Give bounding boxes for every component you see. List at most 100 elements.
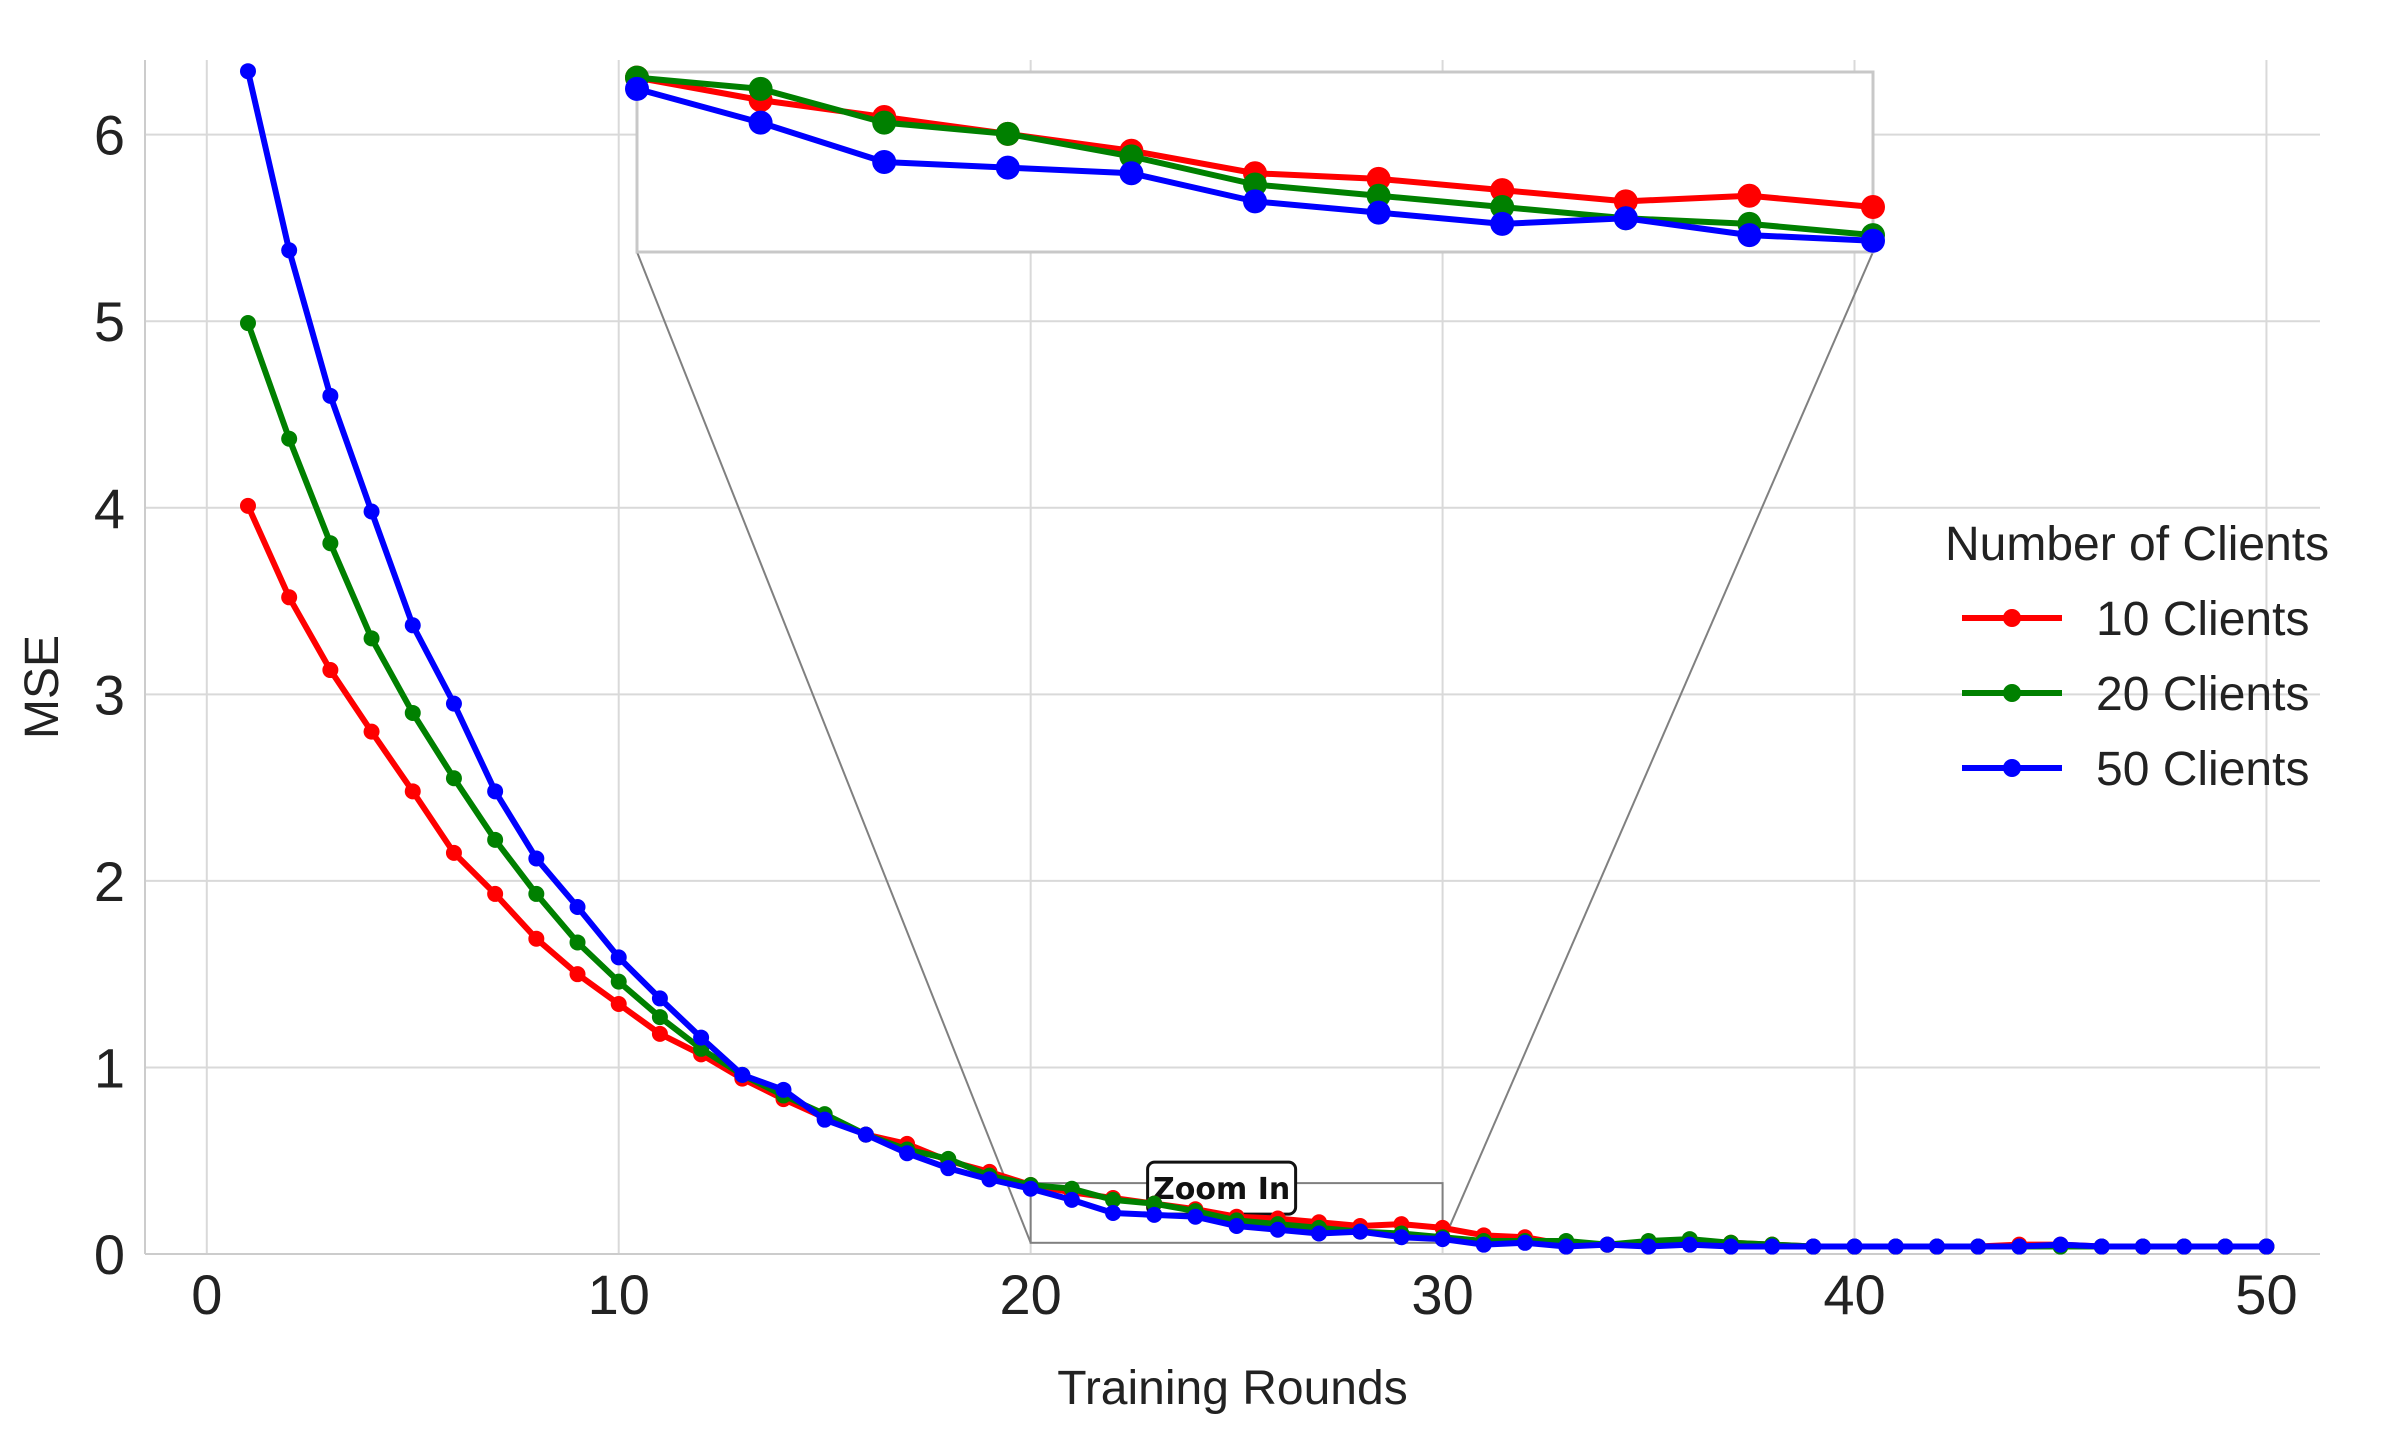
data-point: [1228, 1218, 1245, 1235]
data-point: [2258, 1238, 2275, 1255]
inset-data-point: [1613, 206, 1638, 231]
inset-data-point: [1861, 228, 1885, 253]
data-point: [651, 990, 668, 1007]
data-point: [1887, 1238, 1904, 1255]
inset-data-point: [1119, 161, 1144, 186]
legend-title: Number of Clients: [1945, 518, 2329, 571]
data-point: [1475, 1236, 1492, 1253]
data-point: [363, 630, 380, 647]
data-point: [239, 63, 256, 80]
data-point: [899, 1145, 916, 1162]
inset-layer: [625, 65, 1885, 254]
inset-data-point: [1366, 183, 1391, 208]
y-tick-label: 1: [94, 1036, 125, 1099]
data-point: [404, 704, 421, 721]
data-point: [1146, 1206, 1163, 1223]
inset-data-point: [1366, 200, 1391, 225]
data-point: [2011, 1238, 2028, 1255]
x-axis-label: Training Rounds: [1057, 1362, 1407, 1415]
data-point: [528, 930, 545, 947]
data-point: [610, 996, 627, 1013]
x-tick-label: 10: [588, 1263, 650, 1326]
legend-layer: Number of Clients 10 Clients 20 Clients 50 …: [1945, 518, 2329, 796]
x-tick-label: 0: [191, 1263, 222, 1326]
data-point: [239, 497, 256, 514]
y-tick-label: 6: [94, 104, 125, 167]
data-point: [322, 535, 339, 552]
inset-data-point: [1737, 183, 1762, 208]
legend-label: 20 Clients: [2096, 668, 2309, 721]
data-point: [528, 850, 545, 867]
data-point: [651, 1009, 668, 1026]
data-point: [2134, 1238, 2151, 1255]
data-point: [445, 844, 462, 861]
data-point: [487, 885, 504, 902]
series-50-clients: [239, 63, 2275, 1255]
data-point: [857, 1126, 874, 1143]
y-tick-label: 2: [94, 850, 125, 913]
legend-label: 10 Clients: [2096, 593, 2309, 646]
zoom-connector-line: [636, 251, 1032, 1244]
zoom-connector-line: [1441, 251, 1874, 1244]
data-point: [1640, 1238, 1657, 1255]
data-point: [1393, 1229, 1410, 1246]
inset-data-point: [748, 76, 773, 101]
inset-data-point: [995, 121, 1020, 146]
legend-label: 50 Clients: [2096, 743, 2309, 796]
legend-item: 20 Clients: [1962, 668, 2309, 721]
data-point: [322, 387, 339, 404]
data-point: [445, 695, 462, 712]
data-point: [1105, 1204, 1122, 1221]
y-tick-label: 3: [94, 663, 125, 726]
inset-data-point: [872, 110, 897, 135]
data-point: [239, 315, 256, 332]
data-point: [610, 973, 627, 990]
legend-item: 50 Clients: [1962, 743, 2309, 796]
data-point: [1764, 1238, 1781, 1255]
data-point: [1434, 1231, 1451, 1248]
data-point: [404, 617, 421, 634]
inset-data-point: [995, 155, 1020, 180]
data-point: [610, 949, 627, 966]
data-point: [2093, 1238, 2110, 1255]
inset-data-point: [748, 110, 773, 135]
data-point: [281, 242, 298, 259]
x-tick-label: 50: [2235, 1263, 2297, 1326]
data-point: [1311, 1225, 1328, 1242]
data-point: [1722, 1238, 1739, 1255]
data-point: [281, 430, 298, 447]
inset-data-point: [1490, 211, 1515, 236]
data-point: [569, 898, 586, 915]
inset-data-point: [1613, 189, 1638, 214]
data-point: [981, 1171, 998, 1188]
x-tick-label: 20: [1000, 1263, 1062, 1326]
data-point: [1516, 1234, 1533, 1251]
data-point: [1063, 1191, 1080, 1208]
data-point: [1105, 1191, 1122, 1208]
zoom-layer: Zoom In: [636, 251, 1874, 1244]
data-point: [322, 662, 339, 679]
x-tick-label: 30: [1411, 1263, 1473, 1326]
inset-data-point: [1243, 172, 1267, 197]
data-point: [363, 723, 380, 740]
axes-layer: 0 10 20 30 40 50 0 1 2 3 4 5 6 Training Rounds MSE: [16, 60, 2320, 1415]
data-point: [775, 1081, 792, 1098]
y-tick-label: 5: [94, 290, 125, 353]
inset-series-50-clients: [625, 76, 1885, 253]
data-point: [487, 783, 504, 800]
data-point: [281, 589, 298, 606]
data-point: [487, 831, 504, 848]
data-point: [734, 1066, 751, 1083]
inset-data-point: [1490, 195, 1515, 219]
data-point: [816, 1111, 833, 1128]
data-point: [569, 966, 586, 983]
inset-data-point: [1861, 195, 1885, 219]
series-layer: [239, 63, 2275, 1255]
legend-marker: [2003, 759, 2021, 777]
inset-data-point: [1119, 144, 1144, 169]
legend-marker: [2003, 684, 2021, 702]
y-tick-label: 4: [94, 477, 125, 540]
legend-item: 10 Clients: [1962, 593, 2309, 646]
